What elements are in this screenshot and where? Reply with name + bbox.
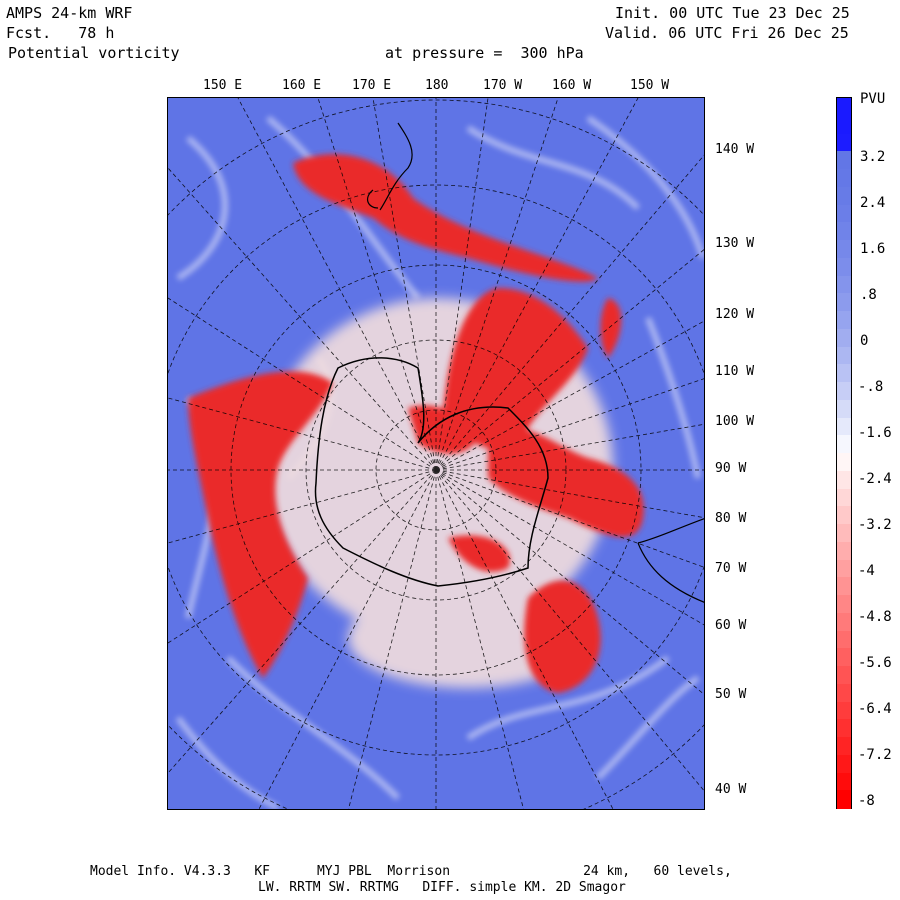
colorbar-swatch	[837, 133, 851, 152]
colorbar-swatch	[837, 328, 851, 348]
model-info-line2: LW. RRTM SW. RRTMG DIFF. simple KM. 2D S…	[258, 880, 626, 895]
colorbar-tick-label: 2.4	[860, 195, 886, 211]
right-lon-label: 80 W	[715, 511, 747, 526]
pressure-level: at pressure = 300 hPa	[385, 44, 584, 62]
model-info-line1: Model Info. V4.3.3 KF MYJ PBL Morrison 2…	[90, 864, 732, 879]
colorbar-tick-label: -8	[858, 793, 875, 809]
colorbar-swatch	[837, 240, 851, 259]
valid-time: Valid. 06 UTC Fri 26 Dec 25	[605, 24, 849, 42]
colorbar-tick-label: -5.6	[858, 655, 892, 671]
colorbar-swatch	[837, 577, 851, 596]
colorbar-swatch	[837, 612, 851, 632]
colorbar-swatch	[837, 453, 851, 472]
pv-red-ross-sea	[443, 288, 588, 449]
right-lon-label: 100 W	[715, 414, 755, 429]
colorbar-swatch	[837, 701, 851, 720]
colorbar-swatch	[837, 257, 851, 277]
colorbar-swatch	[837, 772, 851, 791]
colorbar-swatch	[837, 754, 851, 774]
colorbar-swatch	[837, 364, 851, 383]
colorbar-swatch	[837, 666, 851, 685]
colorbar-swatch	[837, 169, 851, 188]
colorbar-swatch	[837, 204, 851, 223]
south-america-coastline	[637, 518, 704, 603]
colorbar-swatch	[837, 222, 851, 241]
colorbar-tick-label: -.8	[858, 379, 884, 395]
model-title: AMPS 24-km WRF	[6, 4, 133, 22]
antarctica-coastline	[314, 357, 549, 587]
colorbar-tick-label: -2.4	[858, 471, 892, 487]
colorbar-swatch	[837, 435, 851, 454]
pv-red-east-antarctica	[188, 371, 333, 678]
colorbar-swatch	[837, 470, 851, 490]
pv-red-new-zealand	[293, 154, 598, 282]
colorbar-swatch	[837, 311, 851, 330]
colorbar-swatch	[837, 399, 851, 419]
right-lon-label: 90 W	[715, 461, 747, 476]
top-lon-label: 170 E	[352, 78, 392, 93]
top-lon-label: 160 E	[282, 78, 322, 93]
colorbar-swatch	[837, 524, 851, 543]
colorbar-swatch	[837, 595, 851, 614]
colorbar-swatch	[837, 683, 851, 703]
colorbar-swatch	[837, 346, 851, 365]
colorbar-swatch	[837, 630, 851, 649]
right-lon-label: 60 W	[715, 618, 747, 633]
colorbar-swatch	[837, 275, 851, 294]
right-lon-label: 50 W	[715, 687, 747, 702]
colorbar-swatch	[837, 719, 851, 738]
right-lon-label: 70 W	[715, 561, 747, 576]
right-lon-label: 140 W	[715, 142, 755, 157]
right-lon-label: 40 W	[715, 782, 747, 797]
colorbar-swatch	[837, 98, 851, 117]
field-name: Potential vorticity	[8, 44, 180, 62]
top-lon-label: 180	[425, 78, 449, 93]
top-lon-label: 160 W	[552, 78, 592, 93]
colorbar-tick-label: -4.8	[858, 609, 892, 625]
colorbar-tick-label: 3.2	[860, 149, 886, 165]
colorbar-tick-label: -1.6	[858, 425, 892, 441]
colorbar-swatch	[837, 382, 851, 401]
potential-vorticity-map	[167, 97, 705, 810]
colorbar-tick-label: -7.2	[858, 747, 892, 763]
colorbar	[836, 97, 852, 809]
colorbar-swatch	[837, 186, 851, 206]
pv-red-south-atlantic	[524, 580, 601, 693]
colorbar-tick-label: -6.4	[858, 701, 892, 717]
colorbar-swatch	[837, 541, 851, 561]
colorbar-swatch	[837, 417, 851, 436]
colorbar-swatch	[837, 790, 851, 809]
new-zealand-coastline	[366, 122, 413, 211]
colorbar-swatch	[837, 488, 851, 507]
colorbar-swatch	[837, 559, 851, 578]
graticule	[168, 98, 704, 809]
forecast-hour: Fcst. 78 h	[6, 24, 115, 42]
colorbar-tick-label: .8	[860, 287, 877, 303]
colorbar-swatch	[837, 293, 851, 312]
top-lon-label: 170 W	[483, 78, 523, 93]
colorbar-swatch	[837, 151, 851, 170]
right-lon-label: 130 W	[715, 236, 755, 251]
pv-red-bellingshausen	[488, 425, 644, 537]
right-lon-label: 110 W	[715, 364, 755, 379]
top-lon-label: 150 W	[630, 78, 670, 93]
right-lon-label: 120 W	[715, 307, 755, 322]
colorbar-tick-label: 0	[860, 333, 869, 349]
colorbar-tick-label: -3.2	[858, 517, 892, 533]
colorbar-swatch	[837, 115, 851, 135]
colorbar-swatch	[837, 737, 851, 756]
pv-red-weddell	[448, 535, 510, 572]
colorbar-tick-label: -4	[858, 563, 875, 579]
colorbar-swatch	[837, 506, 851, 525]
top-lon-label: 150 E	[203, 78, 243, 93]
init-time: Init. 00 UTC Tue 23 Dec 25	[615, 4, 850, 22]
colorbar-tick-label: 1.6	[860, 241, 886, 257]
pv-red-small-filament	[600, 298, 622, 358]
colorbar-swatch	[837, 648, 851, 667]
colorbar-units: PVU	[860, 91, 886, 107]
